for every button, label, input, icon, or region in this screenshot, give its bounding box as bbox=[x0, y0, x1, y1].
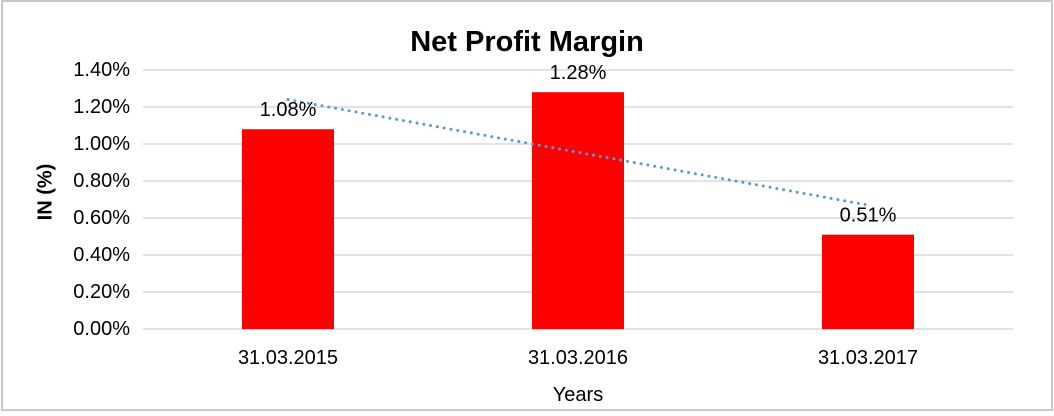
y-tick-label: 0.40% bbox=[73, 244, 130, 266]
data-label: 0.51% bbox=[840, 205, 897, 227]
y-tick-label: 0.60% bbox=[73, 207, 130, 229]
bar-31.03.2015 bbox=[242, 129, 334, 329]
data-label: 1.08% bbox=[260, 99, 317, 121]
x-tick-label: 31.03.2015 bbox=[238, 347, 338, 369]
y-tick-label: 0.00% bbox=[73, 318, 130, 340]
y-tick-label: 1.20% bbox=[73, 96, 130, 118]
x-tick-label: 31.03.2016 bbox=[528, 347, 628, 369]
y-tick-label: 0.20% bbox=[73, 281, 130, 303]
chart-title: Net Profit Margin bbox=[410, 26, 644, 58]
bar-31.03.2016 bbox=[532, 92, 624, 329]
x-tick-label: 31.03.2017 bbox=[818, 347, 918, 369]
y-tick-label: 0.80% bbox=[73, 170, 130, 192]
y-tick-label: 1.40% bbox=[73, 59, 130, 81]
x-axis-title: Years bbox=[552, 384, 604, 406]
trendline bbox=[286, 98, 870, 207]
bar-31.03.2017 bbox=[822, 234, 914, 329]
data-label: 1.28% bbox=[550, 62, 607, 84]
y-tick-label: 1.00% bbox=[73, 133, 130, 155]
